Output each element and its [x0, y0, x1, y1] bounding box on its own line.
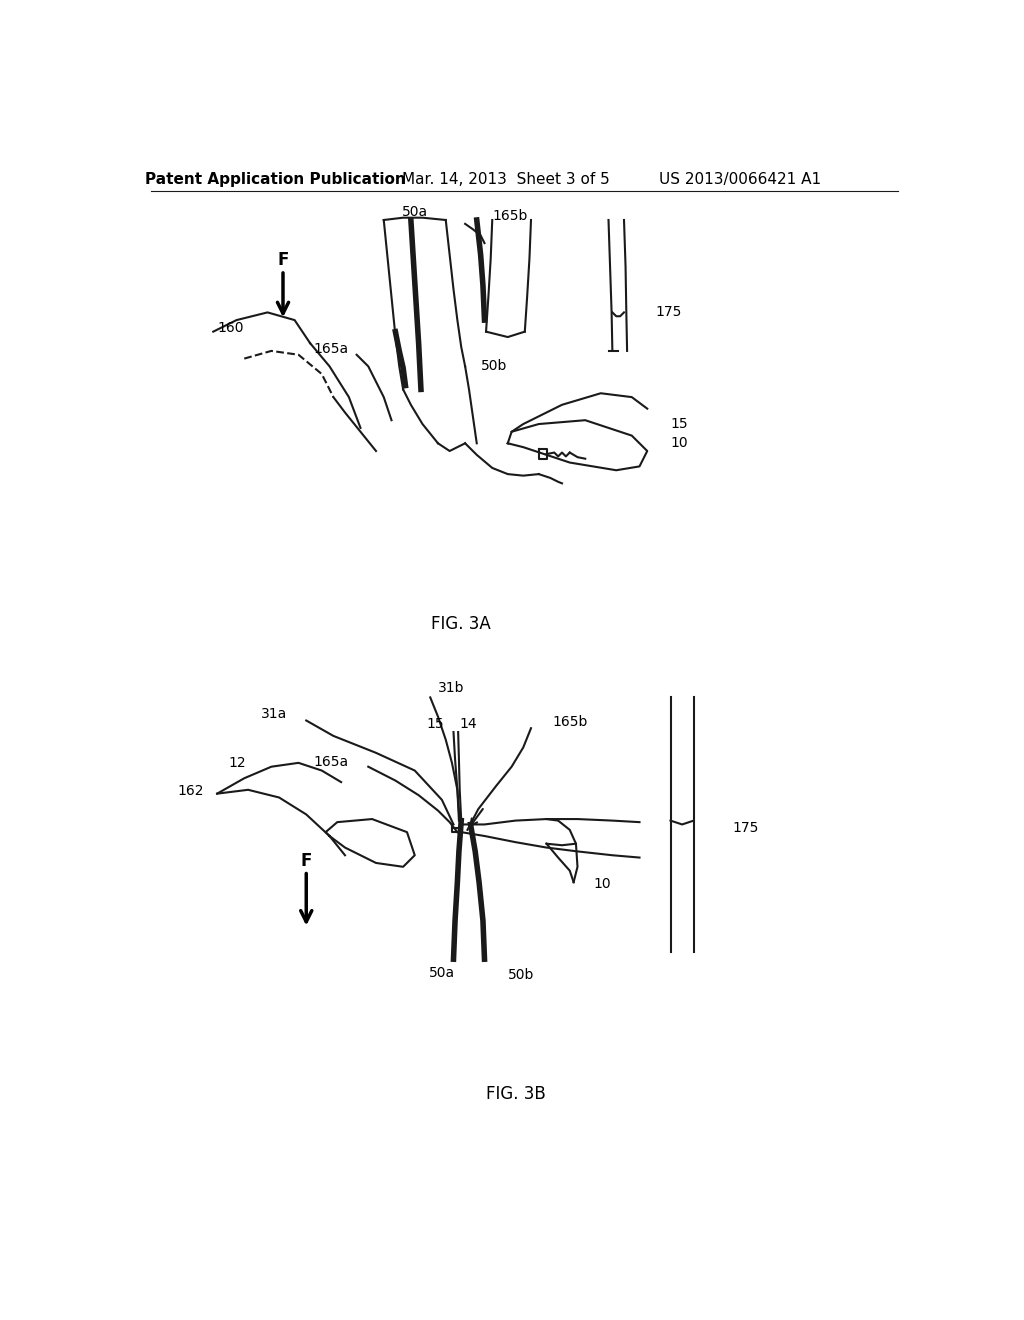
Text: 165b: 165b	[553, 715, 588, 729]
Text: F: F	[278, 251, 289, 269]
Text: 10: 10	[671, 437, 688, 450]
Text: 10: 10	[593, 876, 610, 891]
Text: 31b: 31b	[438, 681, 465, 696]
Text: Patent Application Publication: Patent Application Publication	[144, 173, 406, 187]
Text: 15: 15	[427, 717, 444, 731]
Text: 50a: 50a	[401, 206, 428, 219]
Text: 50a: 50a	[429, 966, 455, 979]
Text: Mar. 14, 2013  Sheet 3 of 5: Mar. 14, 2013 Sheet 3 of 5	[401, 173, 609, 187]
Text: 165b: 165b	[493, 209, 527, 223]
Text: 12: 12	[228, 756, 247, 770]
Text: 50b: 50b	[480, 359, 507, 374]
Text: 160: 160	[217, 321, 244, 335]
Text: 50b: 50b	[508, 968, 535, 982]
Text: FIG. 3A: FIG. 3A	[431, 615, 492, 634]
Text: 15: 15	[671, 417, 688, 432]
Text: 162: 162	[177, 784, 204, 799]
Text: 14: 14	[460, 717, 477, 731]
Text: 165a: 165a	[313, 342, 349, 356]
Text: F: F	[301, 853, 312, 870]
Text: US 2013/0066421 A1: US 2013/0066421 A1	[659, 173, 821, 187]
Text: 31a: 31a	[261, 708, 287, 721]
Text: 175: 175	[655, 305, 681, 319]
Text: 165a: 165a	[313, 755, 349, 770]
Text: FIG. 3B: FIG. 3B	[485, 1085, 546, 1104]
Text: 175: 175	[732, 821, 759, 836]
